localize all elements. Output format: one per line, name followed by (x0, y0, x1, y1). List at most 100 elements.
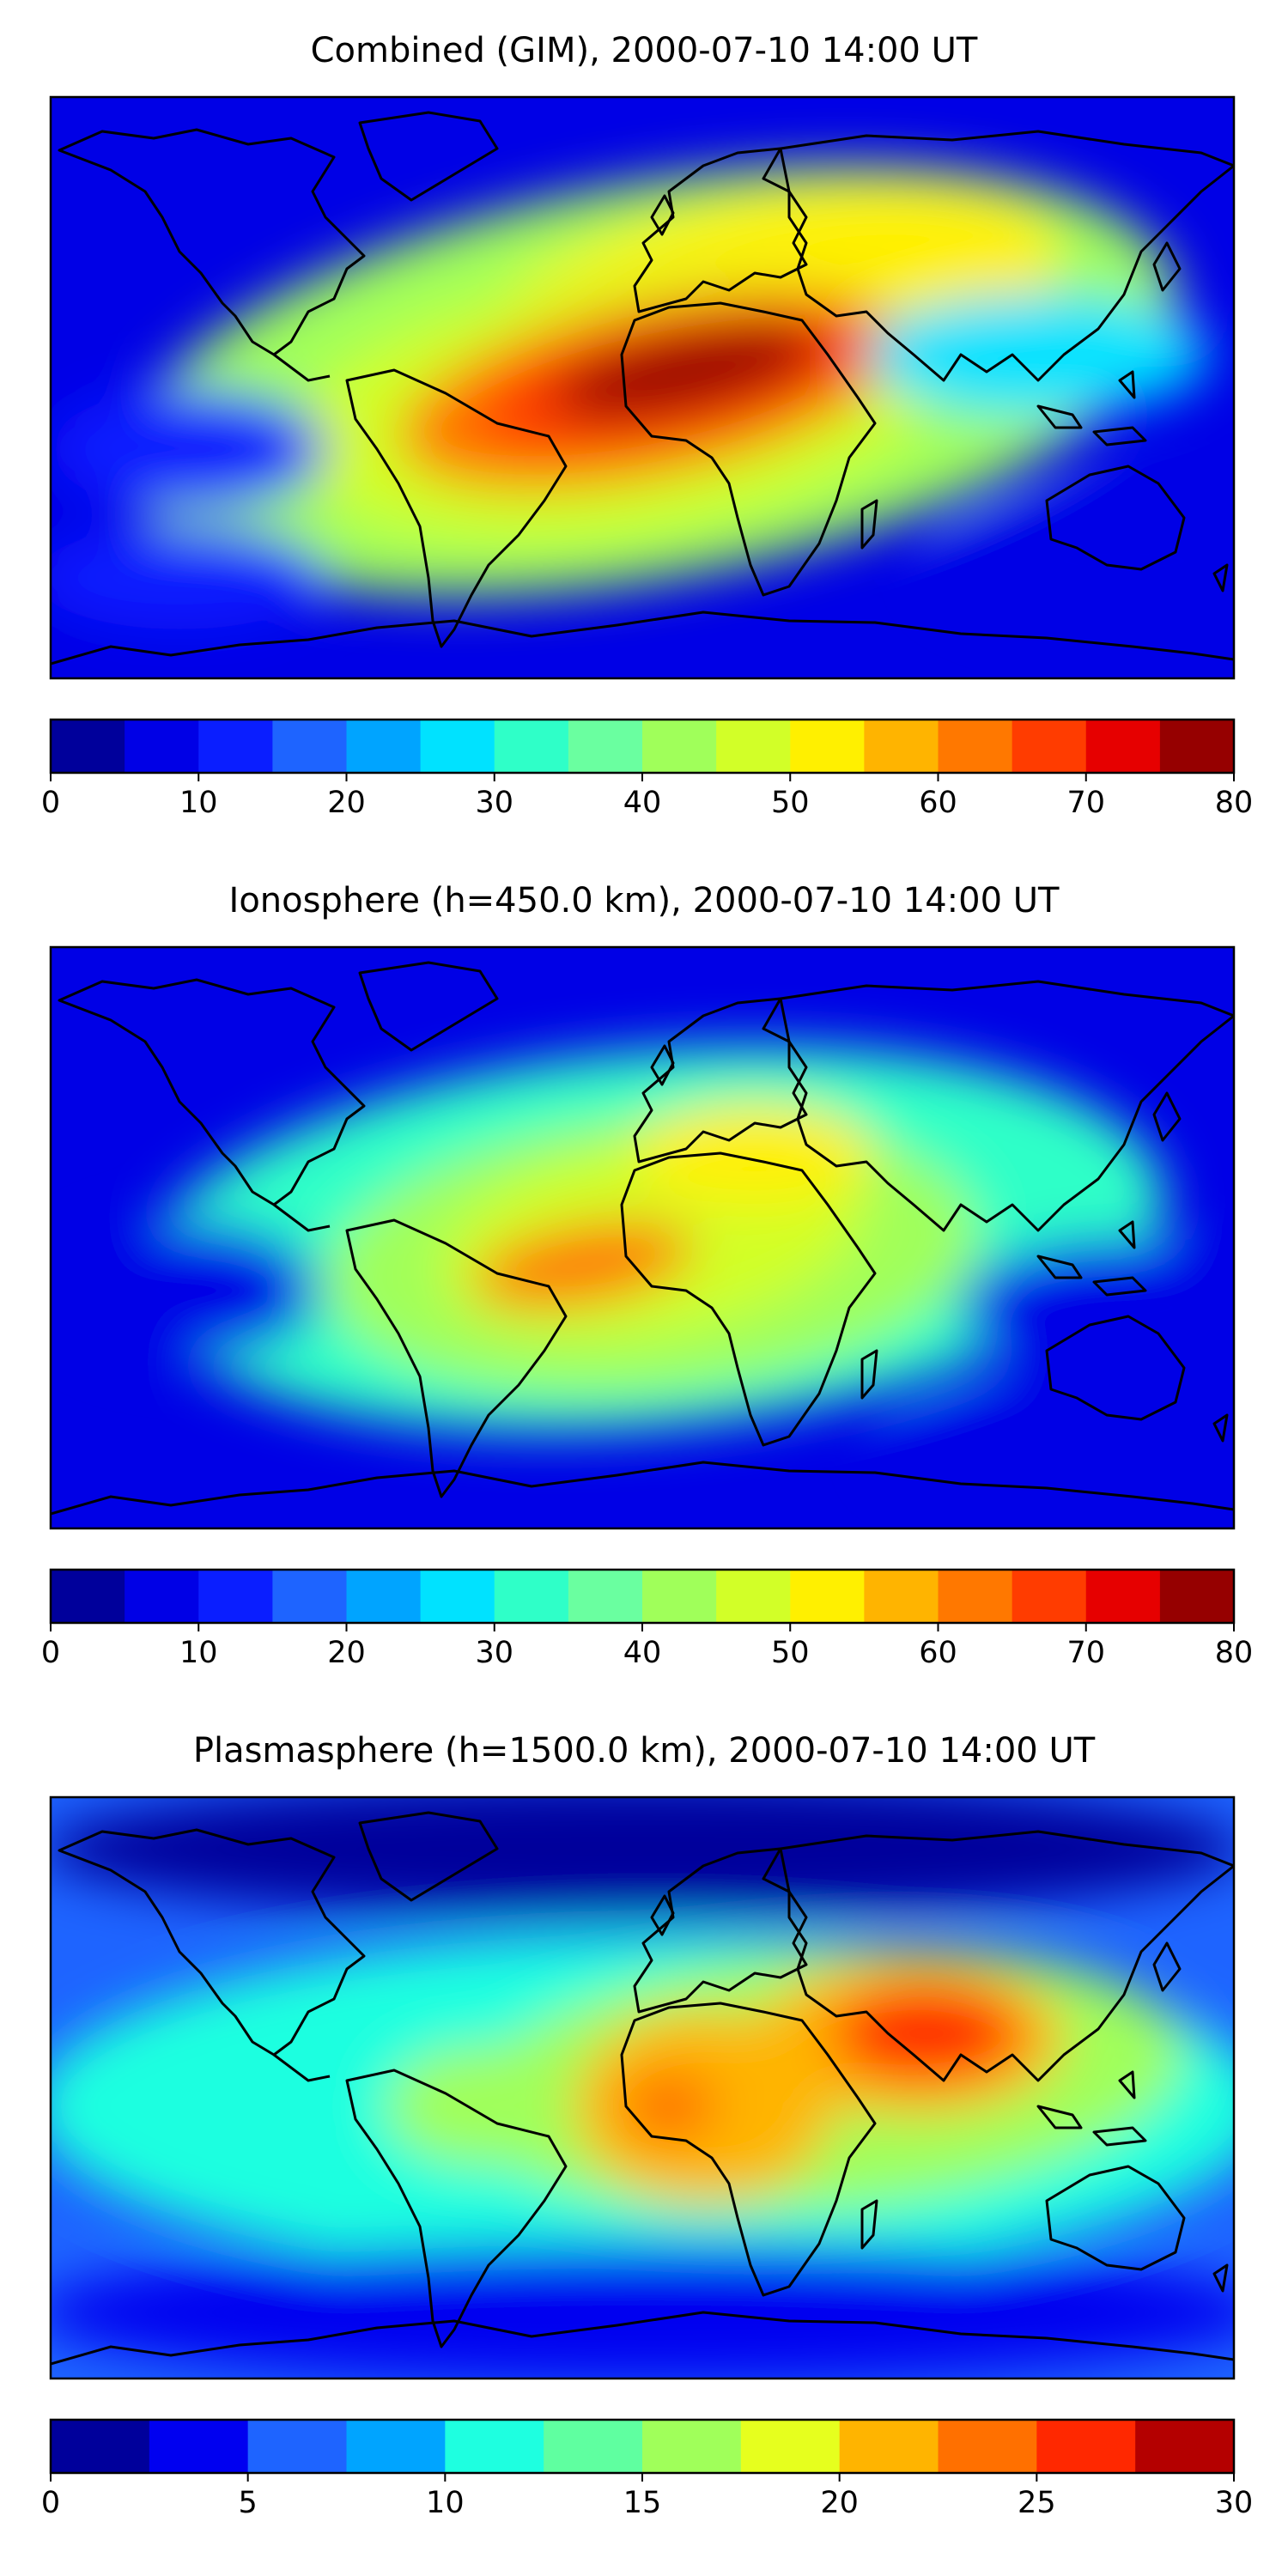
colorbar-tick-label: 10 (179, 786, 218, 820)
contour-region (51, 1797, 1234, 1917)
colorbar-swatch (198, 1570, 273, 1623)
contour-region (961, 1239, 1234, 1376)
colorbar-tick-label: 10 (426, 2486, 465, 2520)
colorbar-swatch (51, 1570, 125, 1623)
contour-region (51, 389, 325, 509)
colorbar-tick-label: 25 (1018, 2486, 1056, 2520)
contour-region (935, 492, 1234, 629)
heatmap-field (51, 97, 1234, 678)
colorbar-tick-label: 0 (41, 2486, 60, 2520)
colorbar-tick-label: 20 (327, 786, 366, 820)
colorbar-swatch (1159, 1570, 1235, 1623)
contour-region (51, 526, 325, 629)
colorbar-swatch (938, 720, 1013, 773)
colorbar-swatch (864, 1570, 939, 1623)
colorbar-swatch (420, 1570, 495, 1623)
colorbar-swatch (568, 720, 643, 773)
colorbar-swatch (420, 720, 495, 773)
heatmap-contours (51, 165, 1234, 629)
colorbar-swatch (346, 2420, 446, 2473)
heatmap-contours (51, 1797, 1234, 2379)
colorbar-swatch (864, 720, 939, 773)
colorbar-swatch (51, 2420, 150, 2473)
colorbar-tick-label: 15 (623, 2486, 662, 2520)
colorbar-swatch (568, 1570, 643, 1623)
colorbar-swatch (642, 2420, 742, 2473)
colorbar-swatch (494, 1570, 569, 1623)
colorbar-tick-label: 10 (179, 1636, 218, 1670)
colorbar-tick-label: 20 (820, 2486, 859, 2520)
colorbar-swatch (790, 720, 865, 773)
colorbar-swatch (198, 720, 273, 773)
panel-3: Plasmasphere (h=1500.0 km), 2000-07-10 1… (41, 1731, 1254, 2520)
colorbar-swatch (1036, 2420, 1136, 2473)
colorbar-swatch (445, 2420, 544, 2473)
colorbar-swatch (740, 2420, 841, 2473)
contour-region (472, 1222, 694, 1308)
colorbar-swatch (642, 1570, 717, 1623)
colorbar-swatch (1159, 720, 1235, 773)
colorbar-swatch (938, 2420, 1037, 2473)
colorbar-swatch (1012, 720, 1087, 773)
colorbar-tick-label: 50 (771, 786, 810, 820)
colorbar-swatch (839, 2420, 939, 2473)
colorbar-swatch (938, 1570, 1013, 1623)
contour-region (51, 2244, 1234, 2379)
colorbar-swatch (272, 720, 348, 773)
colorbar: 0 10 20 30 40 50 60 70 80 (41, 1568, 1254, 1670)
colorbar-swatch (125, 720, 199, 773)
colorbar-tick-label: 30 (475, 786, 513, 820)
panel-title: Plasmasphere (h=1500.0 km), 2000-07-10 1… (193, 1731, 1096, 1771)
contour-region (884, 1385, 1234, 1505)
colorbar-tick-label: 20 (327, 1636, 366, 1670)
colorbar-tick-label: 80 (1215, 786, 1254, 820)
contour-region (635, 1102, 875, 1205)
colorbar-swatch (346, 1570, 422, 1623)
colorbar-swatch (642, 720, 717, 773)
contour-region (551, 324, 821, 420)
colorbar-swatch (544, 2420, 643, 2473)
colorbar-swatch (51, 720, 125, 773)
contour-region (386, 2046, 574, 2166)
colorbar: 0 5 10 15 20 25 30 (41, 2418, 1254, 2520)
heatmap-contours (59, 1045, 1234, 1505)
panel-title: Combined (GIM), 2000-07-10 14:00 UT (311, 31, 978, 70)
colorbar-tick-label: 30 (1215, 2486, 1254, 2520)
map-frame (49, 945, 1236, 1530)
colorbar-swatch (1135, 2420, 1235, 2473)
contour-region (622, 2072, 716, 2141)
colorbar-swatch (125, 1570, 199, 1623)
colorbar-tick-label: 70 (1066, 1636, 1105, 1670)
colorbar-tick-label: 60 (919, 786, 957, 820)
colorbar-swatch (716, 720, 791, 773)
panel-title: Ionosphere (h=450.0 km), 2000-07-10 14:0… (229, 881, 1060, 920)
contour-region (59, 1222, 317, 1359)
panel-1: Combined (GIM), 2000-07-10 14:00 UT 0 10 20… (41, 31, 1254, 820)
contour-region (832, 1986, 1021, 2081)
colorbar-tick-label: 40 (623, 1636, 662, 1670)
colorbar-swatch (1085, 1570, 1161, 1623)
colorbar-swatch (247, 2420, 348, 2473)
colorbar-tick-label: 5 (239, 2486, 258, 2520)
colorbar-swatch (149, 2420, 249, 2473)
colorbar-tick-label: 30 (475, 1636, 513, 1670)
colorbar-tick-label: 0 (41, 1636, 60, 1670)
colorbar-tick-label: 70 (1066, 786, 1105, 820)
colorbar-tick-label: 60 (919, 1636, 957, 1670)
colorbar-swatch (346, 720, 422, 773)
colorbar: 0 10 20 30 40 50 60 70 80 (41, 718, 1254, 820)
colorbar-swatch (494, 720, 569, 773)
colorbar-tick-label: 0 (41, 786, 60, 820)
panel-2: Ionosphere (h=450.0 km), 2000-07-10 14:0… (41, 881, 1254, 1670)
colorbar-swatch (716, 1570, 791, 1623)
contour-region (866, 295, 1210, 415)
heatmap-field (51, 947, 1234, 1528)
colorbar-swatch (1085, 720, 1161, 773)
colorbar-tick-label: 80 (1215, 1636, 1254, 1670)
colorbar-tick-label: 50 (771, 1636, 810, 1670)
colorbar-swatch (272, 1570, 348, 1623)
map-frame (49, 95, 1236, 680)
heatmap-field (51, 1797, 1234, 2379)
colorbar-tick-label: 40 (623, 786, 662, 820)
